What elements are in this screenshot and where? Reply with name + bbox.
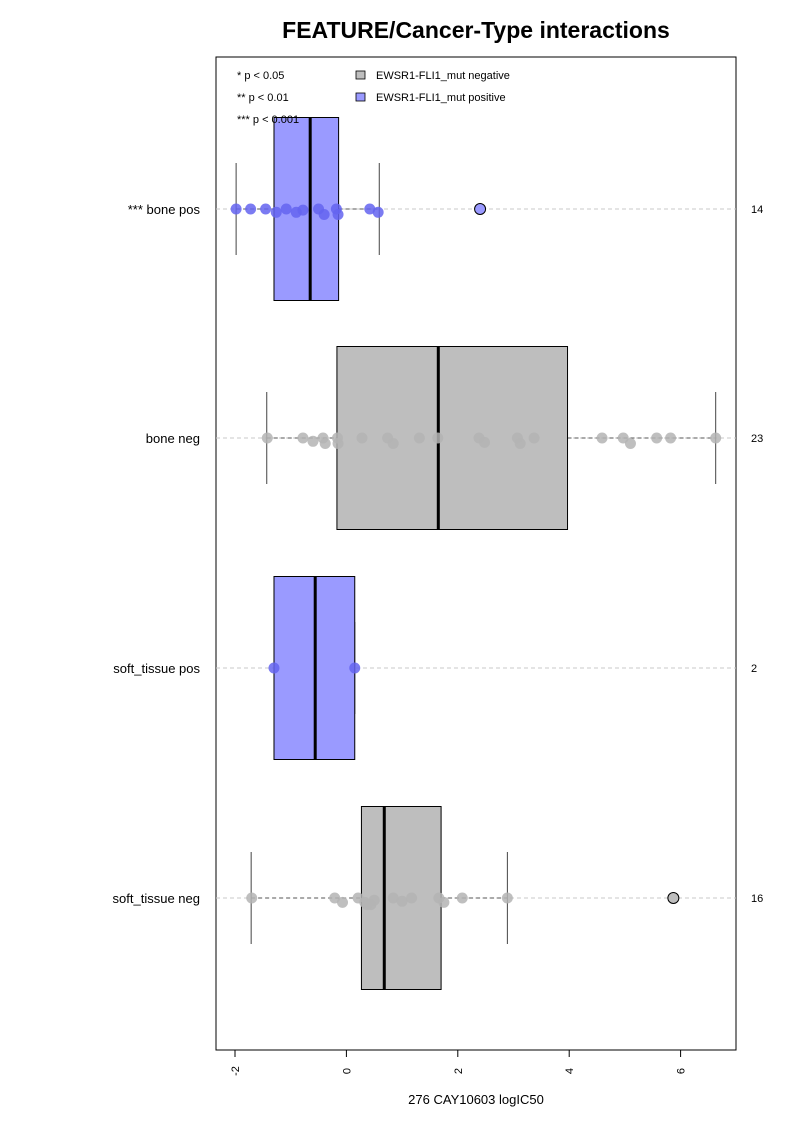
data-point [387, 892, 399, 904]
data-point [349, 662, 361, 674]
x-tick-label: -2 [230, 1066, 242, 1076]
box-group [246, 806, 680, 990]
data-point [387, 438, 399, 449]
legend-sig-2: ** p < 0.01 [237, 92, 289, 104]
data-point [479, 436, 491, 448]
data-point [456, 892, 468, 904]
outlier-point [667, 892, 680, 904]
data-point [270, 206, 282, 218]
data-point [261, 432, 273, 444]
legend-swatch-positive [355, 92, 366, 102]
group-label: soft_tissue neg [113, 891, 200, 906]
data-point [514, 438, 526, 449]
data-point [624, 438, 636, 449]
box-group [261, 346, 722, 530]
chart-title: FEATURE/Cancer-Type interactions [282, 17, 670, 43]
group-label: *** bone pos [128, 202, 201, 217]
data-point [710, 432, 722, 444]
legend-label-negative: EWSR1-FLI1_mut negative [376, 70, 510, 82]
x-tick-label: 2 [453, 1068, 465, 1074]
legend: * p < 0.05 ** p < 0.01 *** p < 0.001 EWS… [237, 70, 510, 126]
data-point [356, 432, 368, 444]
data-point [332, 438, 344, 449]
sample-count: 2 [751, 663, 757, 675]
sample-count-labels: 14 23 2 16 [751, 204, 763, 905]
data-point [665, 432, 677, 444]
sample-count: 14 [751, 204, 763, 216]
x-tick-label: 4 [564, 1068, 576, 1074]
data-point [438, 896, 450, 908]
data-point [406, 892, 418, 904]
x-axis-title: 276 CAY10603 logIC50 [408, 1092, 544, 1107]
legend-label-positive: EWSR1-FLI1_mut positive [376, 92, 506, 104]
data-point [596, 432, 608, 444]
sample-count: 16 [751, 893, 763, 905]
box-group [268, 576, 361, 760]
data-point [297, 204, 309, 216]
data-point [307, 435, 319, 447]
x-tick-label: 6 [676, 1068, 688, 1074]
data-point [332, 209, 344, 220]
data-point [246, 892, 258, 904]
legend-sig-3: *** p < 0.001 [237, 114, 299, 126]
data-point [413, 432, 425, 444]
legend-sig-1: * p < 0.05 [237, 70, 284, 82]
data-point [337, 896, 349, 908]
group-label: bone neg [146, 431, 200, 446]
data-point [260, 203, 272, 215]
outlier-point [474, 203, 487, 215]
data-point [319, 438, 331, 449]
data-point [368, 894, 380, 906]
box-groups [230, 117, 722, 990]
box-group [230, 117, 487, 301]
data-point [318, 209, 330, 220]
data-point [501, 892, 513, 904]
data-point [230, 203, 242, 215]
sample-count: 23 [751, 433, 763, 445]
y-axis-labels: *** bone pos bone neg soft_tissue pos soft_… [113, 202, 201, 906]
gridlines [216, 208, 736, 899]
data-point [651, 432, 663, 444]
data-point [245, 203, 257, 215]
data-point [364, 203, 376, 215]
data-point [372, 206, 384, 218]
x-tick-label: 0 [341, 1068, 353, 1074]
data-point [297, 432, 309, 444]
data-point [280, 203, 292, 215]
data-point [396, 895, 408, 907]
data-point [528, 432, 540, 444]
group-label: soft_tissue pos [113, 661, 200, 676]
legend-swatch-negative [355, 70, 366, 80]
data-point [432, 432, 444, 444]
data-point [268, 662, 280, 674]
x-axis: -2 0 2 4 6 [230, 1049, 688, 1076]
